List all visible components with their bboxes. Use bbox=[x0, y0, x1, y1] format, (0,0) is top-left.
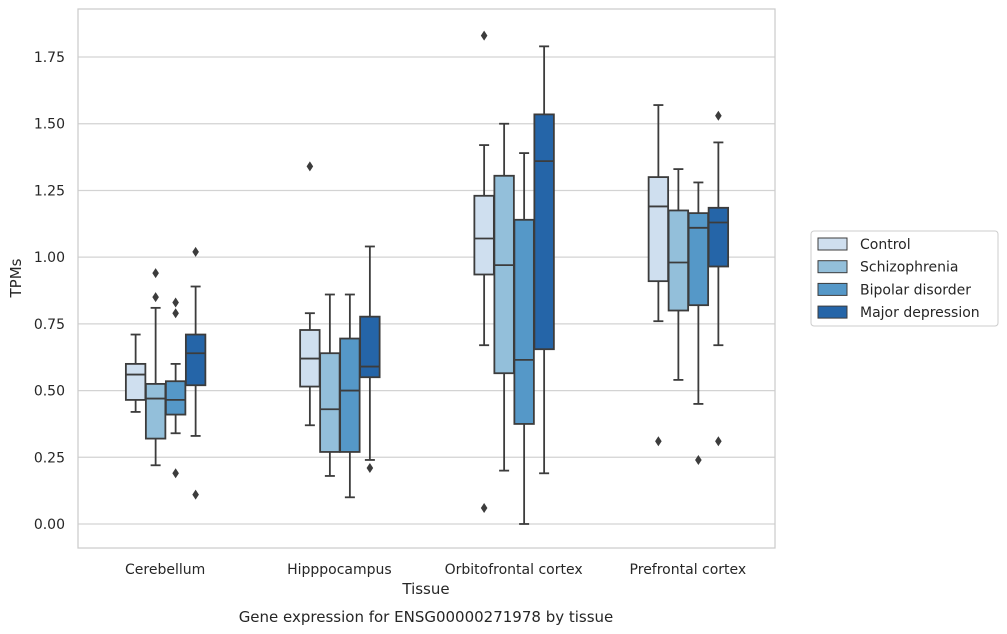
box-iqr bbox=[164, 380, 187, 416]
y-tick-label: 0.75 bbox=[34, 317, 65, 333]
box-3-3 bbox=[707, 110, 730, 447]
legend-swatch bbox=[817, 305, 848, 319]
box-iqr bbox=[513, 218, 535, 425]
box-iqr bbox=[339, 337, 361, 453]
outlier-point bbox=[152, 268, 159, 279]
boxes bbox=[124, 30, 730, 525]
y-tick-label: 0.25 bbox=[34, 450, 65, 466]
legend-entry: Bipolar disorder bbox=[860, 282, 971, 298]
y-tick-label: 1.00 bbox=[34, 250, 65, 266]
box-iqr bbox=[667, 209, 690, 312]
outlier-point bbox=[366, 462, 374, 473]
box-iqr bbox=[319, 352, 341, 453]
x-tick-labels: Cerebellum Hipppocampus Orbitofrontal cort… bbox=[125, 562, 746, 578]
box-3-2 bbox=[533, 45, 555, 475]
x-tick-label: Orbitofrontal cortex bbox=[445, 562, 583, 578]
box-iqr bbox=[184, 333, 207, 387]
box-0-1 bbox=[299, 161, 321, 427]
box-2-2 bbox=[513, 152, 535, 525]
x-tick-label: Prefrontal cortex bbox=[630, 562, 747, 578]
box-iqr bbox=[144, 382, 167, 440]
box-iqr bbox=[124, 362, 147, 401]
legend-swatch bbox=[817, 260, 848, 274]
gridlines bbox=[78, 56, 775, 525]
outlier-point bbox=[192, 246, 199, 257]
box-3-1 bbox=[359, 245, 381, 473]
y-tick-label: 0.50 bbox=[34, 384, 65, 400]
legend-swatch bbox=[817, 237, 848, 251]
box-0-2 bbox=[473, 30, 495, 513]
legend: Control Schizophrenia Bipolar disorder Majo… bbox=[810, 230, 999, 327]
box-1-2 bbox=[493, 122, 515, 472]
legend-swatch bbox=[817, 282, 848, 296]
legend-entry: Control bbox=[860, 237, 911, 253]
plot-frame bbox=[77, 8, 776, 549]
y-tick-label: 0.00 bbox=[34, 517, 65, 533]
x-axis-label: Tissue bbox=[401, 580, 449, 598]
box-0-3 bbox=[647, 104, 670, 447]
box-1-1 bbox=[319, 293, 341, 477]
outlier-point bbox=[192, 489, 199, 500]
y-tick-label: 1.50 bbox=[34, 117, 65, 133]
box-iqr bbox=[473, 194, 495, 276]
box-iqr bbox=[493, 174, 515, 375]
outlier-point bbox=[152, 292, 159, 303]
box-1-3 bbox=[667, 168, 690, 381]
outlier-point bbox=[172, 468, 179, 479]
legend-entry: Major depression bbox=[860, 305, 980, 321]
box-iqr bbox=[707, 206, 730, 268]
outlier-point bbox=[480, 502, 488, 513]
box-2-1 bbox=[339, 293, 361, 499]
outlier-point bbox=[715, 110, 722, 121]
box-1-0 bbox=[144, 268, 167, 467]
outlier-point bbox=[172, 308, 179, 319]
legend-frame bbox=[810, 230, 999, 327]
x-tick-label: Hipppocampus bbox=[287, 562, 392, 578]
outlier-point bbox=[655, 436, 662, 447]
box-3-0 bbox=[184, 246, 207, 500]
box-iqr bbox=[359, 315, 381, 379]
outlier-point bbox=[306, 161, 314, 172]
y-tick-label: 1.25 bbox=[34, 183, 65, 199]
legend-entry: Schizophrenia bbox=[860, 260, 958, 276]
figure-caption: Gene expression for ENSG00000271978 by t… bbox=[239, 608, 614, 626]
outlier-point bbox=[480, 30, 488, 41]
outlier-point bbox=[172, 297, 179, 308]
y-tick-label: 1.75 bbox=[34, 50, 65, 66]
y-axis-label: TPMs bbox=[7, 258, 25, 298]
y-tick-labels: 0.00 0.25 0.50 0.75 1.00 1.25 1.50 1.75 bbox=[34, 50, 65, 533]
box-iqr bbox=[533, 113, 555, 351]
outlier-point bbox=[695, 454, 702, 465]
box-2-0 bbox=[164, 297, 187, 479]
x-tick-label: Cerebellum bbox=[125, 562, 205, 578]
box-0-0 bbox=[124, 333, 147, 413]
box-iqr bbox=[647, 176, 670, 283]
outlier-point bbox=[715, 436, 722, 447]
